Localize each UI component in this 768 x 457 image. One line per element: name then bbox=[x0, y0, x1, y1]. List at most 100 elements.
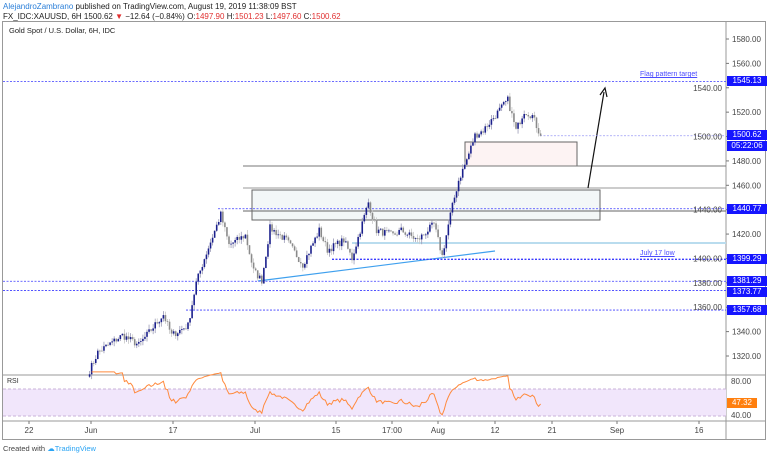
candle[interactable] bbox=[529, 115, 532, 120]
candle[interactable] bbox=[127, 332, 130, 344]
candle[interactable] bbox=[466, 158, 468, 167]
candle[interactable] bbox=[289, 239, 292, 244]
candle[interactable] bbox=[195, 278, 197, 296]
candle[interactable] bbox=[222, 208, 224, 227]
candle[interactable] bbox=[343, 236, 345, 247]
candle[interactable] bbox=[375, 217, 378, 236]
candle[interactable] bbox=[478, 132, 480, 138]
candle[interactable] bbox=[445, 235, 448, 252]
candle[interactable] bbox=[244, 233, 247, 239]
candle[interactable] bbox=[121, 333, 124, 337]
candle[interactable] bbox=[179, 325, 181, 335]
candle[interactable] bbox=[304, 262, 306, 270]
candle[interactable] bbox=[494, 115, 497, 120]
candle[interactable] bbox=[414, 237, 417, 242]
candle[interactable] bbox=[449, 209, 452, 228]
candle[interactable] bbox=[472, 138, 474, 147]
candle[interactable] bbox=[367, 198, 370, 210]
candle[interactable] bbox=[355, 242, 357, 255]
candle[interactable] bbox=[193, 293, 195, 310]
candle[interactable] bbox=[379, 227, 382, 231]
candle[interactable] bbox=[197, 273, 200, 285]
candle[interactable] bbox=[425, 232, 427, 239]
candle[interactable] bbox=[480, 129, 482, 137]
candle[interactable] bbox=[324, 236, 327, 247]
candle[interactable] bbox=[431, 220, 433, 229]
candle[interactable] bbox=[447, 219, 450, 240]
candle[interactable] bbox=[168, 318, 171, 334]
candle[interactable] bbox=[160, 318, 163, 327]
candle[interactable] bbox=[338, 239, 341, 251]
candle[interactable] bbox=[252, 258, 255, 274]
candle[interactable] bbox=[254, 267, 257, 272]
candle[interactable] bbox=[377, 226, 380, 236]
candle[interactable] bbox=[220, 210, 222, 226]
candle[interactable] bbox=[131, 334, 134, 341]
candle[interactable] bbox=[482, 128, 484, 136]
candle[interactable] bbox=[511, 107, 513, 118]
candle[interactable] bbox=[418, 235, 421, 245]
candle[interactable] bbox=[88, 370, 91, 378]
candle[interactable] bbox=[461, 164, 464, 181]
candle[interactable] bbox=[371, 210, 374, 224]
candle[interactable] bbox=[390, 229, 392, 233]
candle[interactable] bbox=[492, 115, 495, 122]
candle[interactable] bbox=[205, 251, 208, 264]
candle[interactable] bbox=[183, 327, 185, 331]
candle[interactable] bbox=[318, 223, 320, 241]
candle[interactable] bbox=[215, 221, 218, 232]
candle[interactable] bbox=[314, 236, 316, 247]
candle[interactable] bbox=[101, 345, 103, 352]
candle[interactable] bbox=[422, 234, 425, 236]
candle[interactable] bbox=[236, 234, 238, 245]
candle[interactable] bbox=[484, 123, 487, 135]
candle[interactable] bbox=[228, 234, 230, 248]
candle[interactable] bbox=[349, 248, 351, 256]
candle[interactable] bbox=[174, 330, 177, 339]
candle[interactable] bbox=[107, 341, 109, 346]
candle[interactable] bbox=[258, 272, 261, 280]
candle[interactable] bbox=[523, 110, 525, 123]
candle[interactable] bbox=[515, 121, 517, 130]
candle[interactable] bbox=[138, 338, 140, 347]
candle[interactable] bbox=[470, 142, 472, 158]
candle[interactable] bbox=[97, 348, 99, 360]
candle[interactable] bbox=[504, 100, 507, 106]
candle[interactable] bbox=[156, 318, 159, 325]
candle[interactable] bbox=[191, 300, 193, 319]
candle[interactable] bbox=[306, 250, 308, 268]
candle[interactable] bbox=[453, 194, 456, 205]
candle[interactable] bbox=[468, 151, 470, 160]
candle[interactable] bbox=[400, 223, 402, 232]
candle[interactable] bbox=[166, 319, 169, 326]
candle[interactable] bbox=[123, 329, 126, 344]
author-link[interactable]: AlejandroZambrano bbox=[3, 2, 74, 11]
trend-line[interactable] bbox=[257, 250, 496, 282]
candle[interactable] bbox=[386, 226, 388, 233]
candle[interactable] bbox=[441, 247, 443, 258]
candle[interactable] bbox=[92, 360, 95, 367]
candle[interactable] bbox=[433, 221, 435, 228]
candle[interactable] bbox=[513, 109, 515, 127]
candle[interactable] bbox=[109, 342, 111, 347]
candle[interactable] bbox=[181, 325, 183, 335]
candle[interactable] bbox=[353, 249, 355, 265]
candle[interactable] bbox=[488, 120, 491, 130]
candle[interactable] bbox=[279, 231, 282, 239]
candle[interactable] bbox=[517, 122, 519, 134]
candle[interactable] bbox=[507, 95, 509, 105]
candle[interactable] bbox=[496, 109, 499, 119]
candle[interactable] bbox=[152, 324, 154, 335]
candle[interactable] bbox=[340, 235, 343, 251]
candle[interactable] bbox=[408, 229, 411, 239]
candle[interactable] bbox=[435, 220, 437, 233]
candle[interactable] bbox=[158, 320, 161, 328]
candle[interactable] bbox=[125, 332, 128, 342]
candle[interactable] bbox=[261, 274, 263, 286]
candle[interactable] bbox=[164, 311, 167, 324]
candle[interactable] bbox=[398, 227, 400, 236]
candle[interactable] bbox=[213, 230, 216, 238]
candle[interactable] bbox=[295, 247, 298, 258]
candle[interactable] bbox=[539, 129, 542, 137]
candle[interactable] bbox=[189, 317, 191, 326]
